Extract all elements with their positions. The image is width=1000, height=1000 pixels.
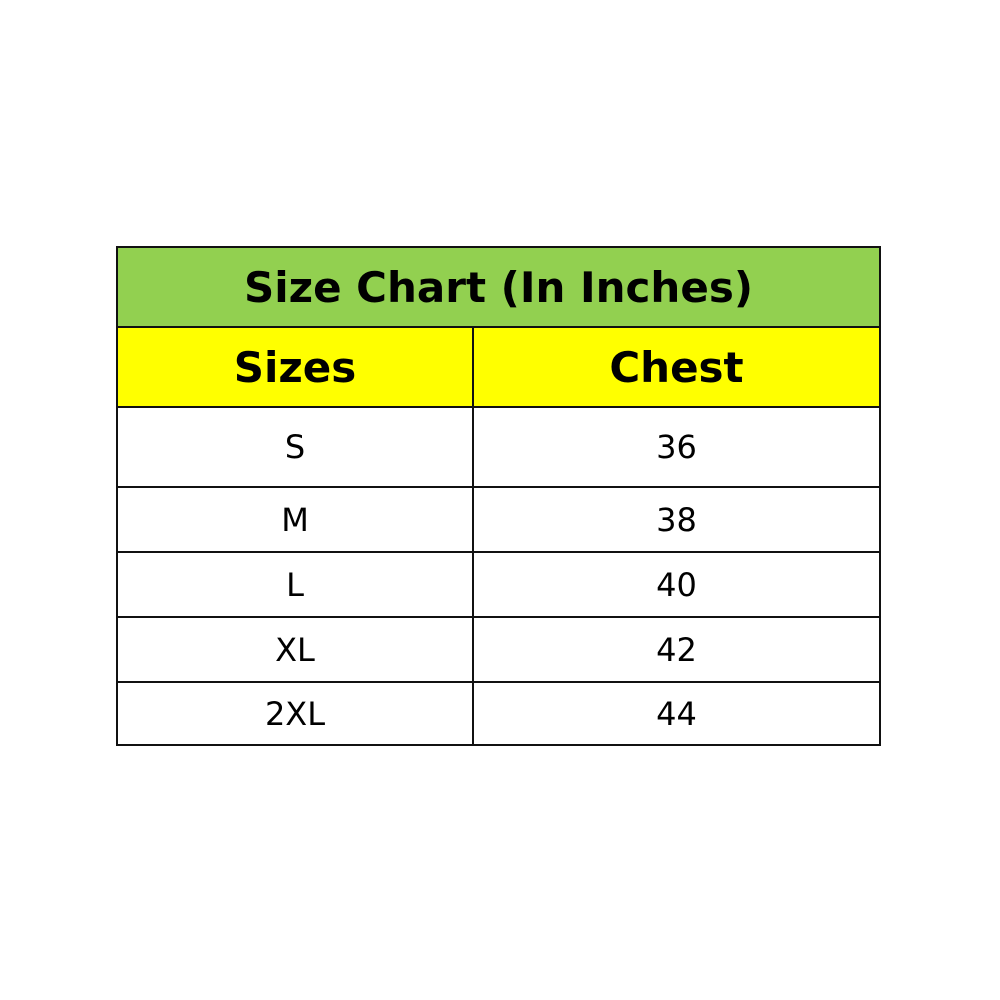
table-row: XL 42: [116, 616, 881, 683]
size-chart-table: Size Chart (In Inches) Sizes Chest S 36 …: [116, 246, 881, 746]
header-sizes: Sizes: [116, 326, 474, 408]
chest-cell: 36: [472, 406, 881, 488]
chest-cell: 44: [472, 681, 881, 746]
chest-cell: 38: [472, 486, 881, 553]
size-cell: M: [116, 486, 474, 553]
size-cell: 2XL: [116, 681, 474, 746]
table-row: M 38: [116, 486, 881, 553]
title-row: Size Chart (In Inches): [116, 246, 881, 328]
table-row: S 36: [116, 406, 881, 488]
table-title: Size Chart (In Inches): [116, 246, 881, 328]
header-chest: Chest: [472, 326, 881, 408]
size-cell: XL: [116, 616, 474, 683]
chest-cell: 42: [472, 616, 881, 683]
size-cell: L: [116, 551, 474, 618]
header-row: Sizes Chest: [116, 326, 881, 408]
size-cell: S: [116, 406, 474, 488]
table-row: 2XL 44: [116, 681, 881, 746]
chest-cell: 40: [472, 551, 881, 618]
table-row: L 40: [116, 551, 881, 618]
